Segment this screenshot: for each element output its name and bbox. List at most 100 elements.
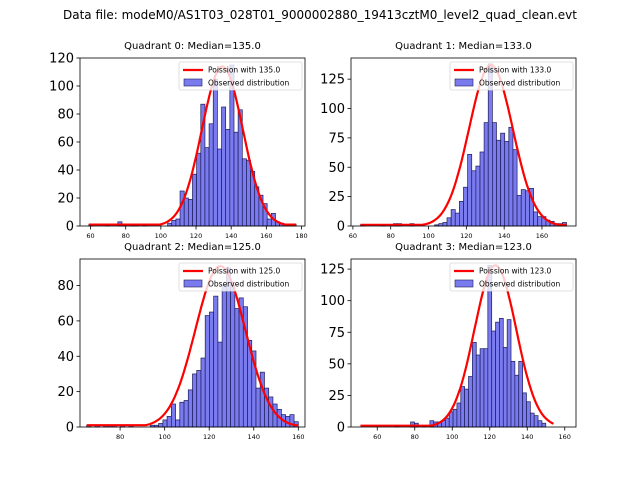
histogram-bar — [158, 423, 164, 428]
legend-label-bars: Observed distribution — [208, 79, 289, 88]
histogram-bar — [259, 371, 265, 428]
y-tick-label: 100 — [320, 294, 345, 309]
y-tick-label: 125 — [320, 263, 345, 278]
histogram-bar — [188, 199, 193, 227]
legend-box — [449, 262, 574, 292]
x-tick-label: 140 — [521, 433, 533, 441]
histogram-bar — [492, 122, 497, 227]
y-tick-label: 100 — [320, 102, 345, 117]
legend-label-bars: Observed distribution — [208, 280, 289, 289]
subplot-3: Quadrant 3: Median=123.0 60 80 100 120 140 160… — [320, 242, 577, 441]
histogram-bar — [454, 212, 460, 227]
histogram-bar — [170, 403, 176, 428]
histogram-bar — [234, 308, 240, 428]
histogram-bar — [467, 153, 473, 227]
histogram-bar — [450, 209, 456, 227]
legend-bar-swatch — [183, 78, 203, 87]
histogram-bar — [524, 190, 530, 227]
histogram-bar — [483, 348, 489, 428]
x-tick-label: 180 — [295, 232, 307, 240]
legend: Poission with 133.0 Observed distribution — [449, 61, 574, 91]
legend-box — [449, 61, 574, 91]
x-tick-label: 160 — [292, 433, 304, 441]
y-tick-label: 20 — [57, 192, 74, 207]
histogram-bar — [508, 126, 514, 227]
histogram-bar — [212, 78, 218, 227]
histogram-bar — [179, 190, 185, 227]
legend-bar-swatch — [454, 78, 474, 87]
histogram-bar — [166, 416, 172, 428]
x-tick-label: 60 — [86, 232, 94, 240]
histogram-bar — [529, 412, 535, 428]
x-tick-label: 160 — [559, 433, 571, 441]
histogram-bar — [196, 370, 202, 428]
histogram-bar — [526, 401, 531, 428]
legend-label-curve: Poission with 135.0 — [208, 66, 281, 75]
histogram-bar — [241, 158, 247, 227]
histogram-bar — [460, 386, 466, 428]
legend-bar-swatch — [454, 279, 474, 288]
legend-label-bars: Observed distribution — [479, 280, 560, 289]
y-tick-label: 75 — [328, 326, 345, 341]
legend-label-curve: Poission with 125.0 — [208, 267, 281, 276]
poisson-curve — [360, 63, 567, 226]
histogram-bar — [246, 159, 251, 227]
histogram-bar — [175, 419, 181, 428]
histogram-bar — [192, 173, 197, 227]
subplot-2: Quadrant 2: Median=125.0 80 100 120 140 160 0 2… — [57, 242, 306, 441]
x-tick-label: 100 — [422, 232, 434, 240]
y-tick-label: 120 — [49, 52, 74, 67]
y-tick-label: 0 — [337, 220, 345, 235]
histogram-bar — [183, 400, 189, 428]
legend-label-bars: Observed distribution — [479, 79, 560, 88]
histogram-bar — [463, 186, 468, 227]
histogram-bar — [472, 342, 477, 428]
x-tick-label: 140 — [248, 433, 260, 441]
legend-bar-swatch — [183, 279, 203, 288]
histogram-bar — [541, 422, 547, 428]
histogram-bar — [452, 408, 458, 428]
x-tick-label: 160 — [260, 232, 272, 240]
histogram-bar — [233, 131, 239, 227]
legend-box — [178, 61, 303, 91]
y-tick-label: 0 — [337, 421, 345, 436]
histogram-bar — [445, 417, 450, 428]
y-tick-label: 0 — [66, 421, 74, 436]
histogram-bar — [520, 189, 526, 227]
histogram-bar — [221, 106, 227, 227]
y-tick-label: 20 — [57, 385, 74, 400]
histogram-bar — [459, 200, 464, 227]
histogram-bar — [200, 357, 206, 428]
x-tick-label: 80 — [411, 433, 419, 441]
x-tick-label: 80 — [387, 232, 395, 240]
histogram-bar — [483, 122, 489, 227]
x-tick-label: 100 — [158, 433, 170, 441]
histogram-bar — [192, 373, 198, 428]
legend-label-curve: Poission with 123.0 — [479, 267, 552, 276]
histogram-bar — [500, 132, 506, 227]
x-tick-label: 80 — [122, 232, 130, 240]
histogram-bar — [255, 387, 261, 428]
poisson-curve — [86, 264, 299, 427]
y-tick-label: 60 — [57, 136, 74, 151]
x-tick-label: 120 — [460, 232, 472, 240]
legend: Poission with 123.0 Observed distribution — [449, 262, 574, 292]
y-tick-label: 50 — [328, 357, 345, 372]
histogram-bar — [514, 374, 520, 428]
y-tick-label: 0 — [66, 220, 74, 235]
histogram-bar — [491, 330, 496, 428]
subplot-title: Quadrant 3: Median=123.0 — [395, 242, 532, 253]
histogram-bar — [171, 220, 177, 227]
legend: Poission with 125.0 Observed distribution — [178, 262, 303, 292]
histogram-bars — [86, 267, 299, 428]
histogram-bar — [510, 360, 516, 428]
y-tick-label: 80 — [57, 279, 74, 294]
histogram-bar — [204, 315, 210, 428]
histogram-bar — [167, 222, 173, 227]
histogram-bar — [209, 311, 215, 428]
y-tick-label: 100 — [49, 80, 74, 95]
histogram-bar — [516, 195, 522, 227]
histogram-bar — [468, 376, 473, 428]
axes-frame — [350, 258, 577, 428]
histogram-bar — [522, 392, 527, 428]
